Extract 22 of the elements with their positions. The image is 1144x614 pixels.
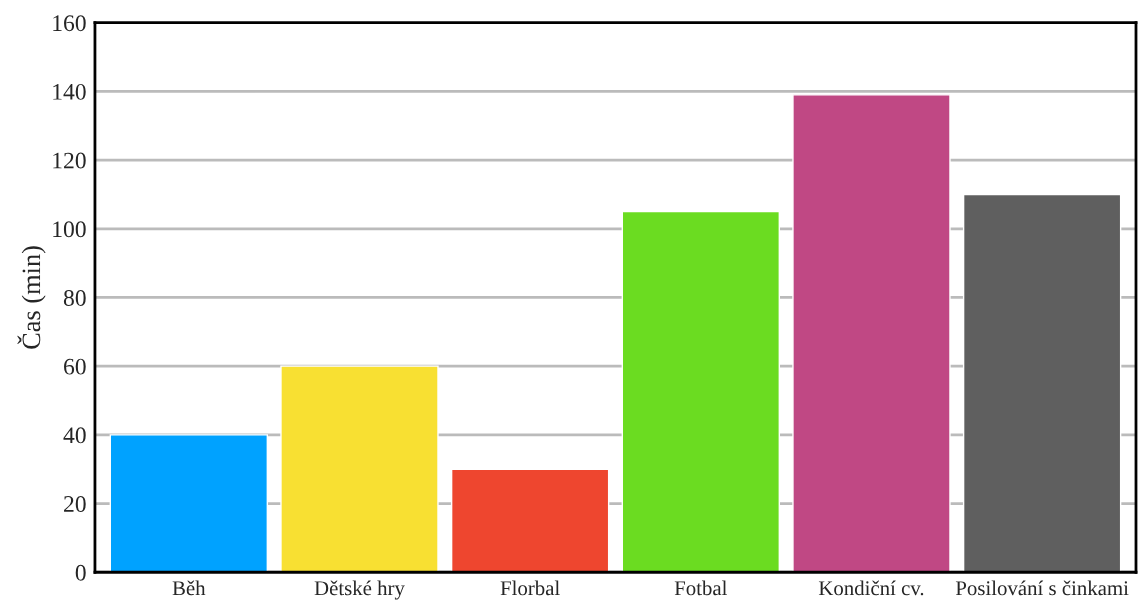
y-tick-label: 100 (53, 221, 86, 238)
y-tick-label: 40 (63, 427, 86, 444)
bar (792, 94, 951, 573)
bar (109, 434, 269, 573)
y-tick-label: 20 (64, 496, 86, 512)
y-tick-label: 120 (53, 152, 86, 169)
y-tick-label: 60 (64, 358, 86, 375)
y-tick-label: 80 (63, 289, 86, 306)
y-tick-label: 0 (75, 564, 86, 581)
bar (450, 468, 610, 573)
y-tick-label: 140 (53, 83, 86, 100)
bar (280, 365, 439, 573)
x-tick-label: Dětské hry (314, 580, 405, 600)
x-tick-label: Posilování s činkami (955, 580, 1129, 596)
x-tick-label: Kondiční cv. (818, 580, 924, 596)
x-tick-label: Běh (172, 580, 206, 596)
y-tick-label: 160 (53, 15, 86, 32)
bar (621, 210, 781, 573)
x-tick-label: Fotbal (674, 580, 728, 596)
y-axis-title: Čas (min) (17, 246, 46, 349)
bar (962, 193, 1122, 573)
x-tick-label: Florbal (500, 580, 560, 596)
